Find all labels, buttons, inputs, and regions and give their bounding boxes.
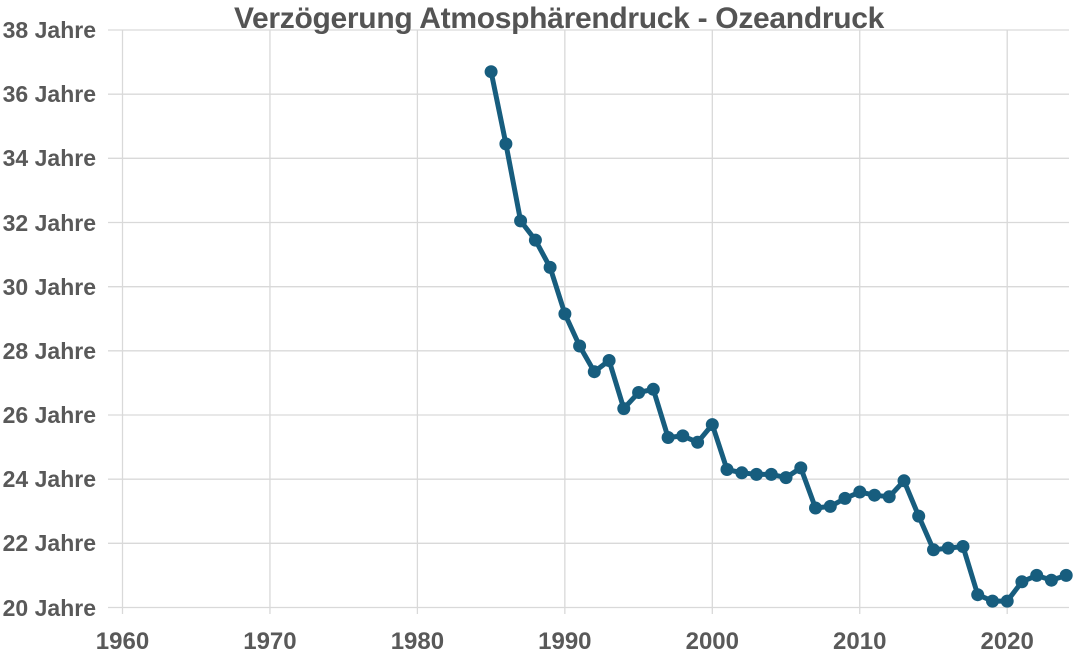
data-point-marker bbox=[809, 501, 822, 515]
data-series bbox=[484, 65, 1073, 608]
data-point-marker bbox=[986, 594, 999, 608]
chart-title: Verzögerung Atmosphärendruck - Ozeandruc… bbox=[233, 2, 885, 35]
y-tick-label: 28 Jahre bbox=[2, 337, 96, 364]
data-point-marker bbox=[941, 541, 955, 555]
data-point-marker bbox=[573, 339, 587, 353]
y-tick-label: 34 Jahre bbox=[2, 145, 96, 172]
data-point-marker bbox=[1000, 594, 1014, 608]
data-point-marker bbox=[1059, 568, 1073, 582]
data-point-marker bbox=[528, 233, 542, 247]
data-point-marker bbox=[868, 488, 881, 502]
y-tick-label: 38 Jahre bbox=[2, 17, 96, 43]
y-tick-label: 24 Jahre bbox=[2, 466, 96, 493]
data-point-marker bbox=[691, 435, 705, 449]
y-tick-label: 20 Jahre bbox=[2, 594, 96, 621]
data-point-marker bbox=[956, 540, 970, 553]
data-point-marker bbox=[912, 509, 926, 523]
data-point-marker bbox=[676, 429, 690, 443]
data-point-marker bbox=[1030, 568, 1044, 582]
data-point-marker bbox=[632, 386, 646, 399]
data-point-marker bbox=[750, 467, 763, 481]
y-tick-label: 26 Jahre bbox=[2, 402, 96, 428]
x-tick-label: 1970 bbox=[243, 628, 297, 655]
data-point-marker bbox=[514, 214, 528, 228]
data-point-marker bbox=[543, 260, 557, 274]
data-point-marker bbox=[720, 463, 734, 476]
series-line bbox=[488, 69, 1069, 604]
data-point-marker bbox=[617, 402, 631, 416]
y-tick-label: 36 Jahre bbox=[2, 81, 96, 108]
y-tick-label: 30 Jahre bbox=[2, 273, 96, 300]
data-point-marker bbox=[484, 65, 498, 79]
data-point-marker bbox=[558, 307, 572, 321]
data-point-marker bbox=[499, 137, 513, 151]
data-point-marker bbox=[971, 588, 985, 602]
data-point-marker bbox=[587, 365, 601, 379]
data-point-marker bbox=[1044, 573, 1058, 587]
x-tick-label: 1980 bbox=[390, 628, 445, 655]
data-point-marker bbox=[882, 490, 896, 504]
data-point-marker bbox=[661, 431, 675, 444]
y-tick-label: 32 Jahre bbox=[2, 209, 96, 236]
x-tick-label: 2010 bbox=[833, 628, 887, 655]
data-point-marker bbox=[927, 543, 940, 557]
data-point-marker bbox=[602, 354, 616, 367]
x-tick-label: 2000 bbox=[685, 628, 739, 655]
data-point-marker bbox=[823, 499, 837, 513]
data-point-marker bbox=[646, 382, 660, 396]
x-tick-label: 1960 bbox=[95, 628, 150, 655]
x-tick-label: 1990 bbox=[538, 628, 592, 655]
data-point-marker bbox=[705, 418, 719, 432]
data-point-marker bbox=[853, 485, 867, 499]
data-point-marker bbox=[735, 466, 749, 480]
y-tick-label: 22 Jahre bbox=[2, 530, 96, 557]
data-point-marker bbox=[897, 474, 911, 488]
data-point-marker bbox=[764, 467, 778, 481]
data-point-marker bbox=[838, 491, 852, 505]
data-point-marker bbox=[794, 461, 808, 475]
data-point-marker bbox=[779, 471, 793, 485]
x-tick-label: 2020 bbox=[980, 628, 1034, 655]
gridlines bbox=[108, 29, 1069, 614]
data-point-marker bbox=[1015, 575, 1029, 589]
